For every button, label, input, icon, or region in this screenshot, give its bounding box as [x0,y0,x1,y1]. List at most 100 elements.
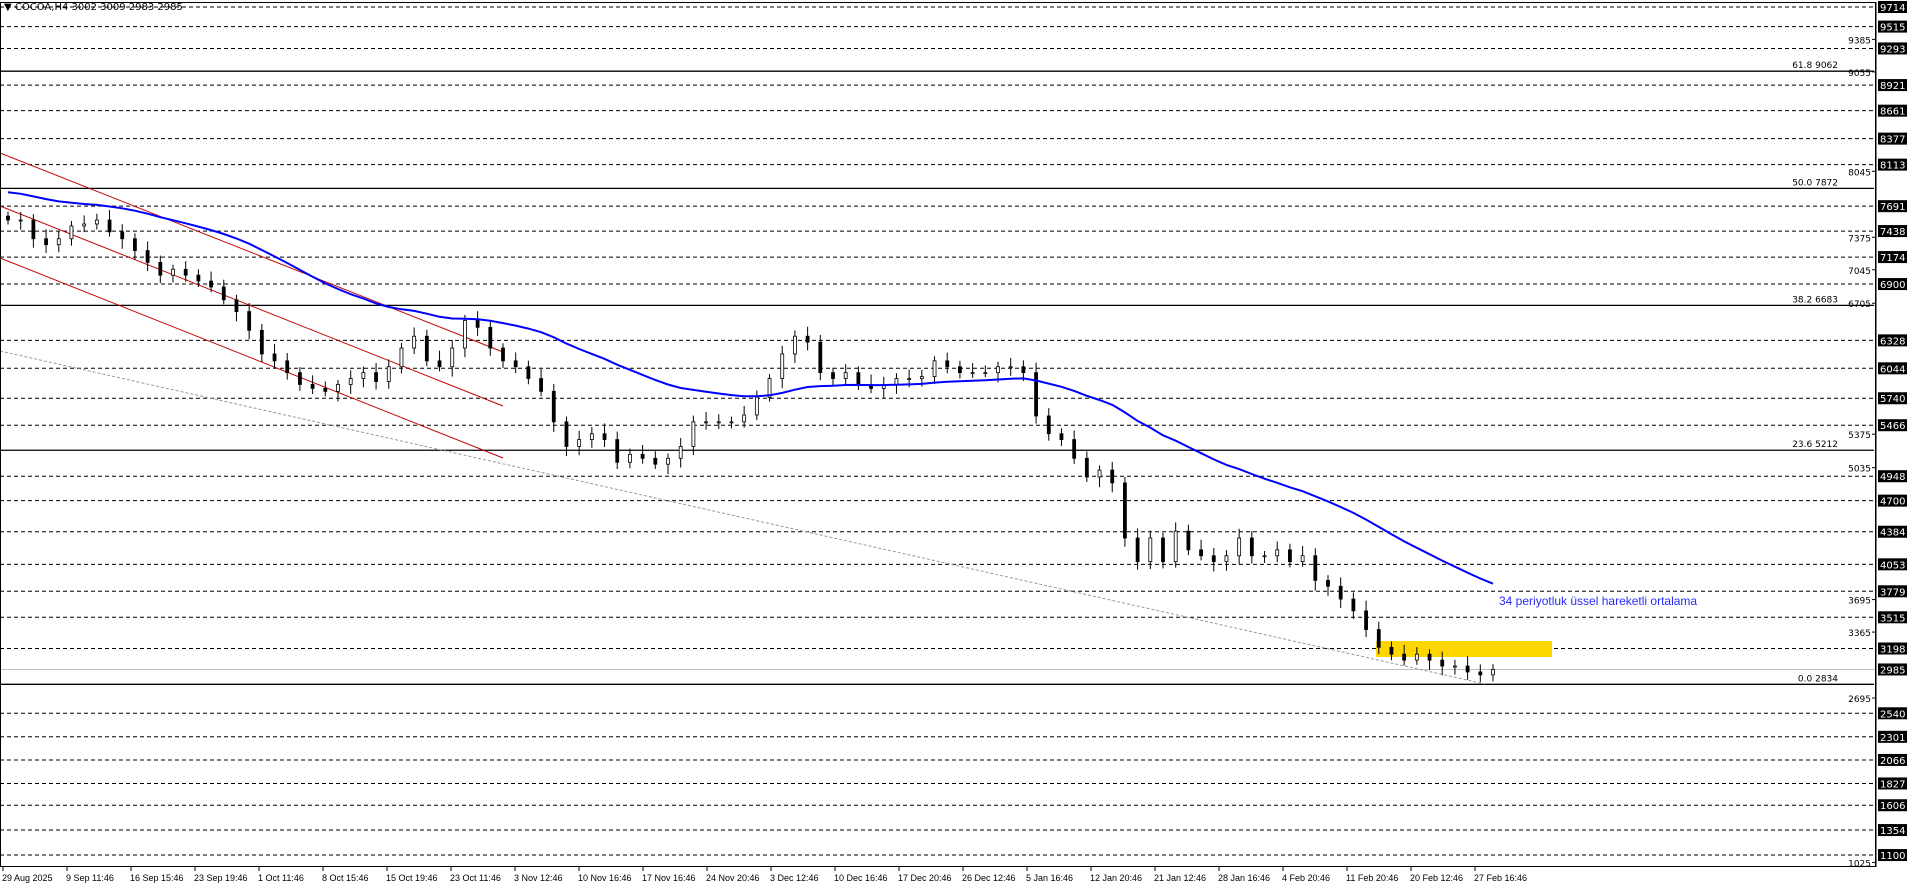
candle [716,421,721,424]
candle [691,421,696,447]
channel-upper-line[interactable] [0,152,504,353]
ema-annotation: 34 periyotluk üssel hareketli ortalama [1499,594,1698,608]
candle [653,457,658,465]
candle [1199,549,1203,557]
candle [1288,549,1292,563]
price-label-box [1878,707,1907,720]
candle [793,335,797,355]
time-label: 16 Sep 15:46 [130,873,184,883]
candle [666,457,670,465]
candle [1046,415,1051,435]
candle [1402,653,1407,661]
axis-tick-label: 3365 [1848,629,1871,639]
candle [704,421,708,424]
price-label-box [1878,104,1907,117]
candle [983,372,988,375]
candle [1249,537,1254,557]
axis-tick-label: 9055 [1848,69,1871,79]
time-label: 24 Nov 20:46 [706,873,760,883]
price-label-box [1878,585,1907,598]
price-label-box [1878,611,1907,624]
time-label: 17 Dec 20:46 [898,873,952,883]
candle [336,384,340,392]
horizontal-levels [0,6,1876,856]
fib-label: 50.0 7872 [1792,178,1838,188]
price-label: 9515 [1880,23,1905,34]
symbol-ohlc: COCOA,H4 3002 3009 2983 2985 [14,2,183,13]
candle [589,433,594,440]
price-label-box [1878,824,1907,837]
candle [1389,646,1394,655]
price-label: 8921 [1880,81,1905,92]
candle [1427,653,1432,661]
candle [1491,669,1495,676]
price-label: 3515 [1880,613,1905,624]
price-label-box [1878,20,1907,33]
time-label: 26 Dec 12:46 [962,873,1016,883]
candle [374,372,378,382]
candle [133,238,137,251]
price-label: 9293 [1880,44,1905,55]
channel-middle-line[interactable] [0,205,504,407]
candle [18,219,23,222]
candle [1021,366,1026,374]
price-label: 4053 [1880,560,1905,571]
candle [450,347,455,368]
candle [919,376,924,379]
candle [1300,555,1305,563]
candle [69,225,74,240]
fib-label: 61.8 9062 [1792,61,1838,71]
candle [171,268,175,276]
price-label-box [1878,419,1907,432]
candle [1135,537,1140,563]
time-label: 3 Dec 12:46 [770,873,819,883]
price-label: 8377 [1880,135,1905,146]
time-axis: 29 Aug 2025 9 Sep 11:46 16 Sep 15:46 23 Sep… [2,867,1527,883]
candle [754,396,759,416]
candle [526,366,531,379]
price-label: 8113 [1880,161,1905,172]
price-label: 4700 [1880,497,1905,508]
time-label: 27 Feb 16:46 [1474,873,1527,883]
chart-title: ▼ COCOA,H4 3002 3009 2983 2985 [4,2,183,13]
price-label-box [1878,79,1907,92]
candle [742,414,747,423]
candle [82,223,87,227]
fib-label: 38.2 6683 [1792,295,1838,305]
candle [386,366,391,382]
candle [1161,537,1165,563]
triangle-down-icon[interactable]: ▼ [4,2,12,13]
candle [856,372,861,385]
time-label: 23 Oct 11:46 [450,873,501,883]
candle [56,238,61,246]
time-label: 8 Oct 15:46 [322,873,369,883]
price-label: 1354 [1880,826,1905,837]
price-label: 7691 [1880,202,1905,213]
price-label-box [1878,200,1907,213]
candle [272,353,277,362]
candle [120,231,125,240]
candle [831,372,835,379]
candle [310,384,315,389]
candle [894,378,899,385]
time-label: 10 Dec 16:46 [834,873,888,883]
candle [513,360,518,368]
trend-line-dotted[interactable] [0,350,1486,685]
candle [285,360,290,374]
price-label: 1827 [1880,779,1905,790]
price-label-box [1878,494,1907,507]
candle [1364,610,1368,630]
candles [6,210,1495,683]
price-label-box [1878,730,1907,743]
candle [551,390,556,423]
candle [767,378,772,398]
price-label: 5740 [1880,394,1905,405]
channel-lower-line[interactable] [0,257,504,459]
price-label-box [1878,158,1907,171]
candle [577,439,582,447]
candle [1351,598,1356,612]
price-label-box [1878,799,1907,812]
highlight-zone[interactable] [1376,641,1552,657]
price-label: 7438 [1880,227,1905,238]
